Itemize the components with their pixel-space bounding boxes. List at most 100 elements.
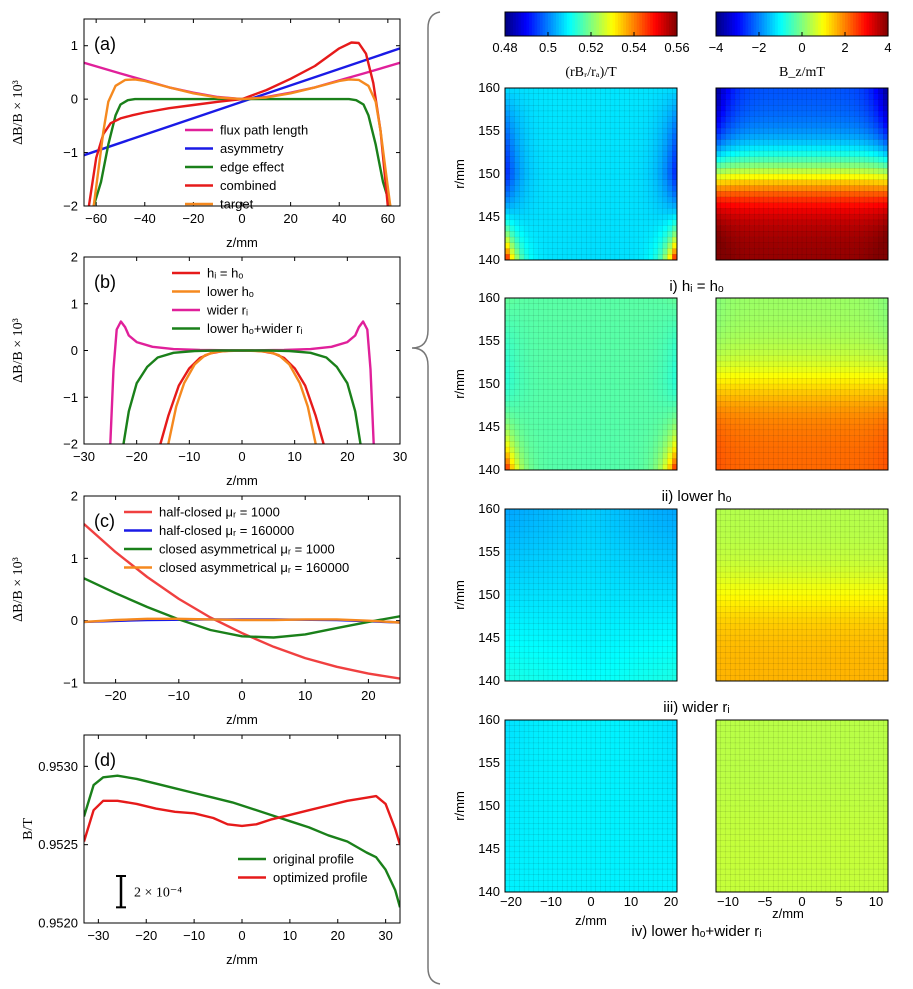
heatmap-cell [835,104,841,112]
heatmap-cell [648,185,654,192]
heatmap-cell [777,366,784,374]
heatmap-cell [562,254,568,261]
heatmap-cell [547,543,554,550]
heatmap-cell [849,406,856,414]
heatmap-cell [787,110,793,118]
heatmap-cell [533,236,539,244]
heatmap-cell [878,423,884,431]
heatmap-cell [868,452,875,460]
heatmap-cell [514,87,520,95]
heatmap-cell [777,242,784,250]
heatmap-cell [840,242,846,250]
heatmap-cell [739,150,746,158]
heatmap-cell [590,139,597,146]
heatmap-cell [590,145,597,152]
heatmap-cell [873,435,879,442]
heatmap-cell [643,464,649,471]
heatmap-cell [792,406,798,414]
heatmap-cell [806,242,813,250]
heatmap-cell [600,406,606,414]
heatmap-cell [830,219,836,227]
heatmap-cell [643,116,649,123]
heatmap-cell [820,208,827,215]
heatmap-cell [849,355,856,362]
heatmap-cell [557,190,563,198]
heatmap-cell [811,418,817,425]
heatmap-cell [844,355,851,362]
heatmap-cell [749,254,755,261]
heatmap-cell [614,173,621,181]
heatmap-cell [552,116,559,123]
heatmap-cell [730,156,736,164]
heatmap-cell [820,254,827,261]
heatmap-cell [792,383,798,391]
heatmap-cell [605,548,611,556]
heatmap-cell [657,343,664,351]
heatmap-cell [840,196,846,204]
heatmap-cell [609,446,616,454]
colorbar-cell [716,12,720,36]
heatmap-cell [581,179,587,186]
heatmap-cell [590,452,597,460]
heatmap-cell [854,225,860,232]
heatmap-cell [768,236,774,244]
heatmap-cell [538,423,544,431]
heatmap-cell [562,87,568,95]
heatmap-cell [600,185,606,192]
x-tick-label: 0 [238,928,245,943]
heatmap-cell [773,168,779,175]
heatmap-cell [652,337,659,345]
heatmap-cell [863,127,870,135]
heatmap-cell [768,315,774,322]
heatmap-cell [868,202,875,209]
heatmap-cell [830,429,836,437]
heatmap-cell [820,332,827,339]
heatmap-cell [557,343,563,351]
heatmap-cell [754,320,760,328]
heatmap-cell [715,208,722,215]
heatmap-cell [782,196,789,204]
heatmap-cell [643,406,649,414]
heatmap-cell [715,315,722,322]
heatmap-cell [873,150,879,158]
heatmap-cell [835,303,841,310]
heatmap-cell [844,196,851,204]
heatmap-cell [543,543,549,550]
heatmap-cell [840,202,846,209]
heatmap-cell [854,372,860,379]
heatmap-cell [792,179,798,186]
heatmap-cell [504,320,511,328]
heatmap-cell [648,520,654,527]
heatmap-cell [586,537,592,544]
heatmap-cell [667,360,673,368]
heatmap-cell [609,297,616,305]
heatmap-cell [797,231,803,238]
heatmap-cell [581,508,587,516]
heatmap-cell [557,242,563,250]
heatmap-cell [576,435,582,442]
heatmap-cell [787,150,793,158]
heatmap-cell [624,309,630,316]
heatmap-cell [652,452,659,460]
heatmap-cell [744,309,750,316]
heatmap-cell [739,116,746,123]
heatmap-cell [519,248,525,255]
heatmap-cell [820,372,827,379]
heatmap-cell [749,297,755,305]
heatmap-cell [840,446,846,454]
heatmap-cell [825,326,832,333]
colorbar-cell [617,12,622,36]
heatmap-cell [633,412,640,419]
heatmap-cell [730,412,736,419]
heatmap-cell [533,173,539,181]
heatmap-cell [528,315,535,322]
heatmap-cell [519,526,525,533]
heatmap-cell [629,406,635,414]
heatmap-cell [763,254,770,261]
x-tick-label: 0 [238,688,245,703]
heatmap-cell [619,87,625,95]
heatmap-cell [528,418,535,425]
heatmap-cell [533,389,539,396]
heatmap-cell [566,526,573,533]
heatmap-cell [777,435,784,442]
